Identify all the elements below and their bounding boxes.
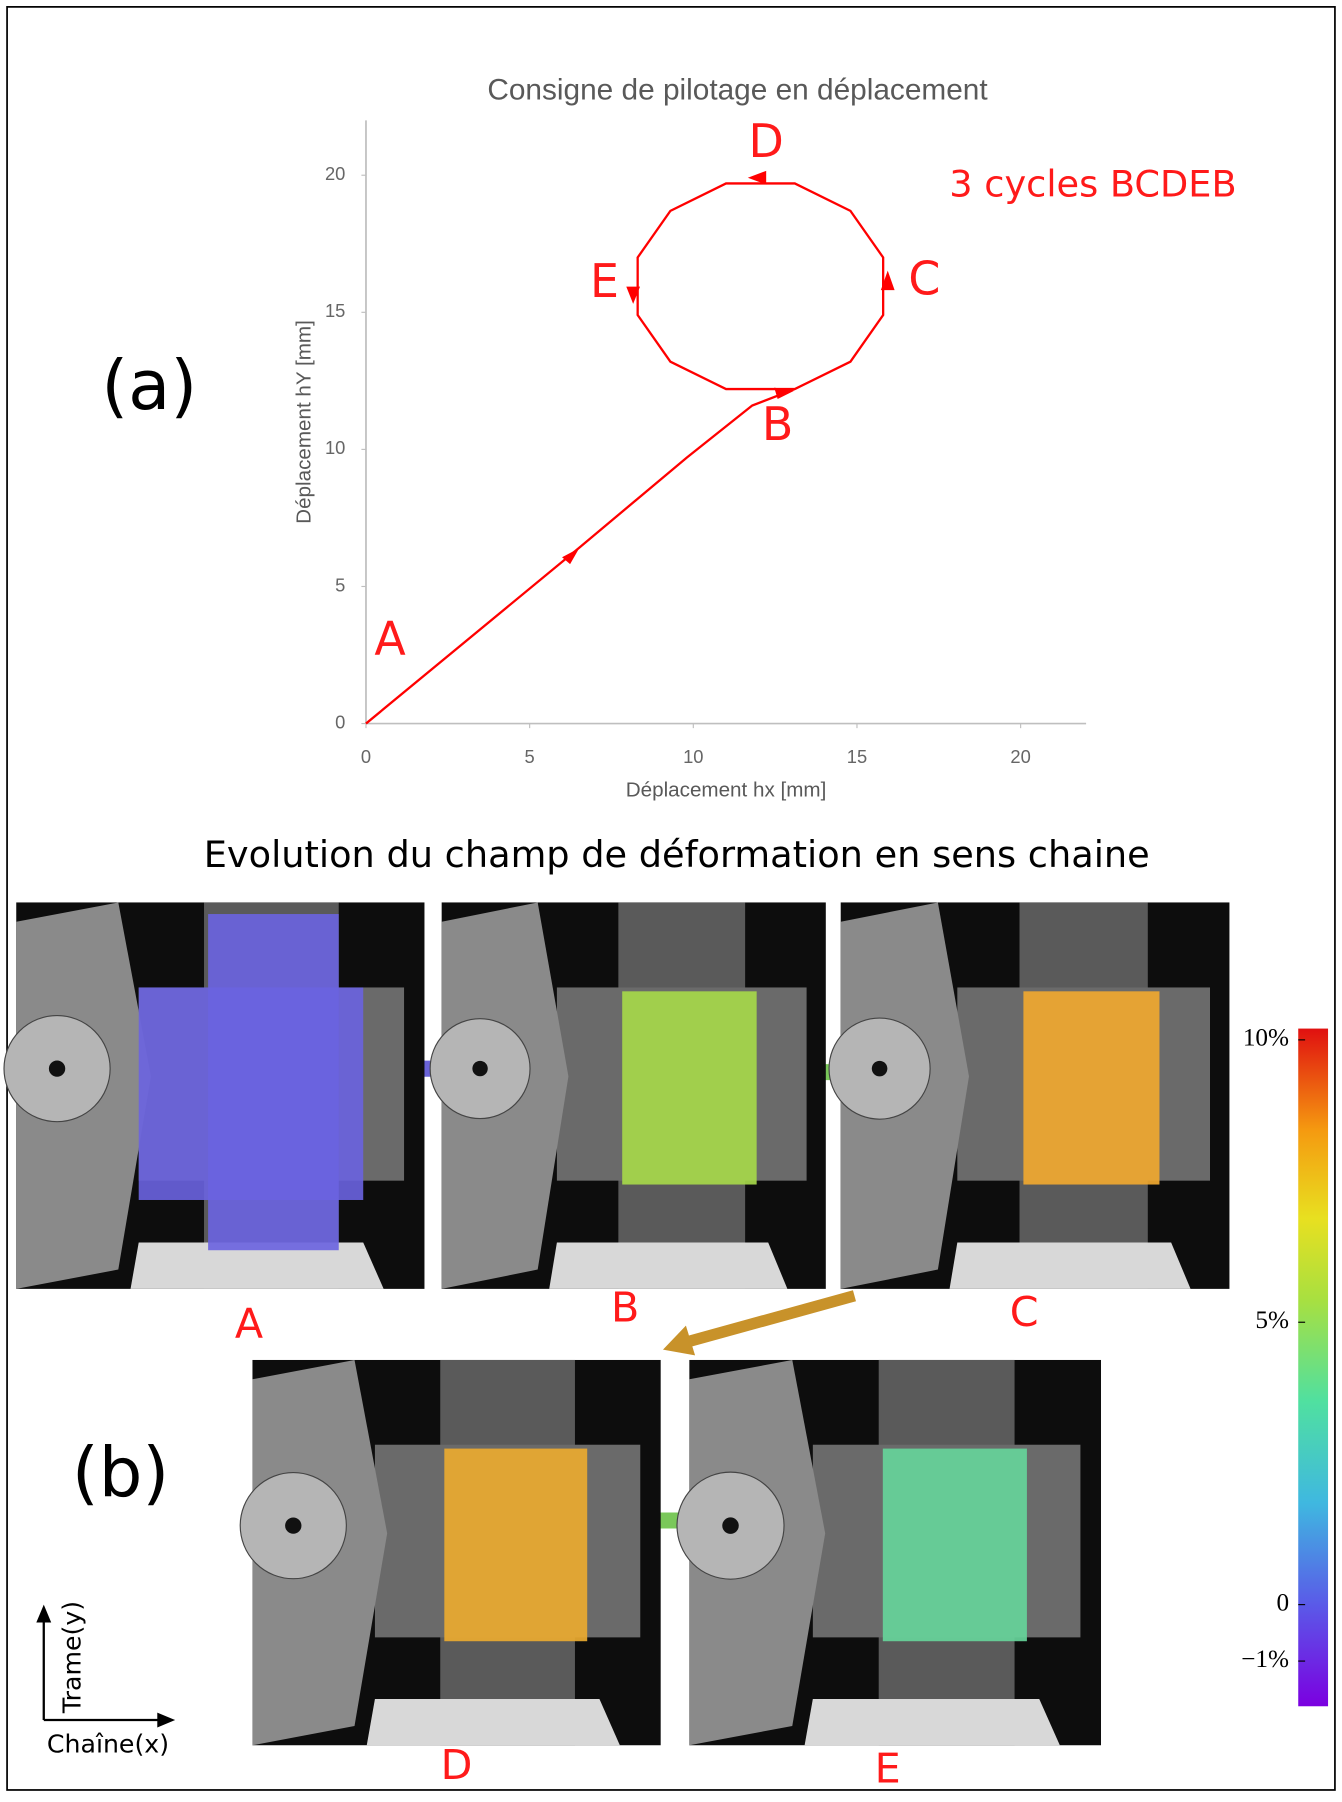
y-tick-label: 10 <box>325 437 345 458</box>
field-image <box>429 902 826 1289</box>
orientation-axes <box>36 1604 176 1728</box>
axis-label: Trame(y) <box>58 1601 87 1714</box>
x-tick-label: 0 <box>361 746 371 767</box>
y-tick-label: 5 <box>335 574 345 595</box>
colorbar-tick-label: 0 <box>1276 1589 1289 1616</box>
x-tick-label: 20 <box>1010 746 1030 767</box>
image-label: B <box>611 1284 639 1332</box>
field-image <box>828 902 1230 1289</box>
data-line <box>365 182 885 725</box>
section-title: Evolution du champ de déformation en sen… <box>204 833 1150 876</box>
point-label: C <box>908 252 940 306</box>
x-tick-label: 15 <box>847 746 867 767</box>
clamp <box>949 1242 1191 1289</box>
colorbar-tick-label: 10% <box>1243 1025 1289 1052</box>
point-label: D <box>749 114 784 168</box>
colorbar-tick-label: 5% <box>1255 1307 1289 1334</box>
y-tick-label: 0 <box>335 711 345 732</box>
gripper-hole <box>48 1060 66 1077</box>
note: 3 cycles BCDEB <box>949 162 1236 205</box>
x-tick-label: 10 <box>683 746 703 767</box>
clamp <box>366 1699 620 1746</box>
strain-field <box>208 914 339 1251</box>
x-axis-label: Déplacement hx [mm] <box>626 779 827 802</box>
colorbar <box>1298 1028 1329 1707</box>
point-label: E <box>590 254 619 308</box>
strain-field <box>882 1448 1027 1642</box>
gripper-hole <box>722 1517 739 1534</box>
image-label: E <box>875 1745 901 1793</box>
colorbar-tick-label: −1% <box>1241 1646 1289 1673</box>
arrowhead <box>747 170 767 185</box>
gripper-hole <box>871 1060 888 1077</box>
clamp <box>804 1699 1060 1746</box>
image-label: A <box>235 1300 263 1348</box>
clamp <box>549 1242 788 1289</box>
strain-field <box>1023 991 1160 1185</box>
x-tick-label: 5 <box>525 746 535 767</box>
image-label: D <box>441 1741 473 1789</box>
y-tick-label: 20 <box>325 163 345 184</box>
chart-title: Consigne de pilotage en déplacement <box>487 74 988 107</box>
y-tick-label: 15 <box>325 300 345 321</box>
axis-label: Chaîne(x) <box>47 1729 169 1758</box>
point-label: B <box>762 397 793 451</box>
field-image <box>239 1359 661 1746</box>
strain-field <box>444 1448 588 1642</box>
gripper-hole <box>285 1517 302 1534</box>
gripper-hole <box>472 1060 488 1077</box>
point-label: A <box>374 612 405 666</box>
strain-field <box>622 991 757 1185</box>
panel-label: (b) <box>72 1433 169 1513</box>
y-axis-label: Déplacement hY [mm] <box>293 320 316 524</box>
image-label: C <box>1010 1288 1039 1336</box>
field-image <box>3 902 425 1289</box>
field-image <box>676 1359 1102 1746</box>
clamp <box>130 1242 384 1289</box>
panel-label: (a) <box>101 346 197 426</box>
frame <box>6 6 1336 1791</box>
